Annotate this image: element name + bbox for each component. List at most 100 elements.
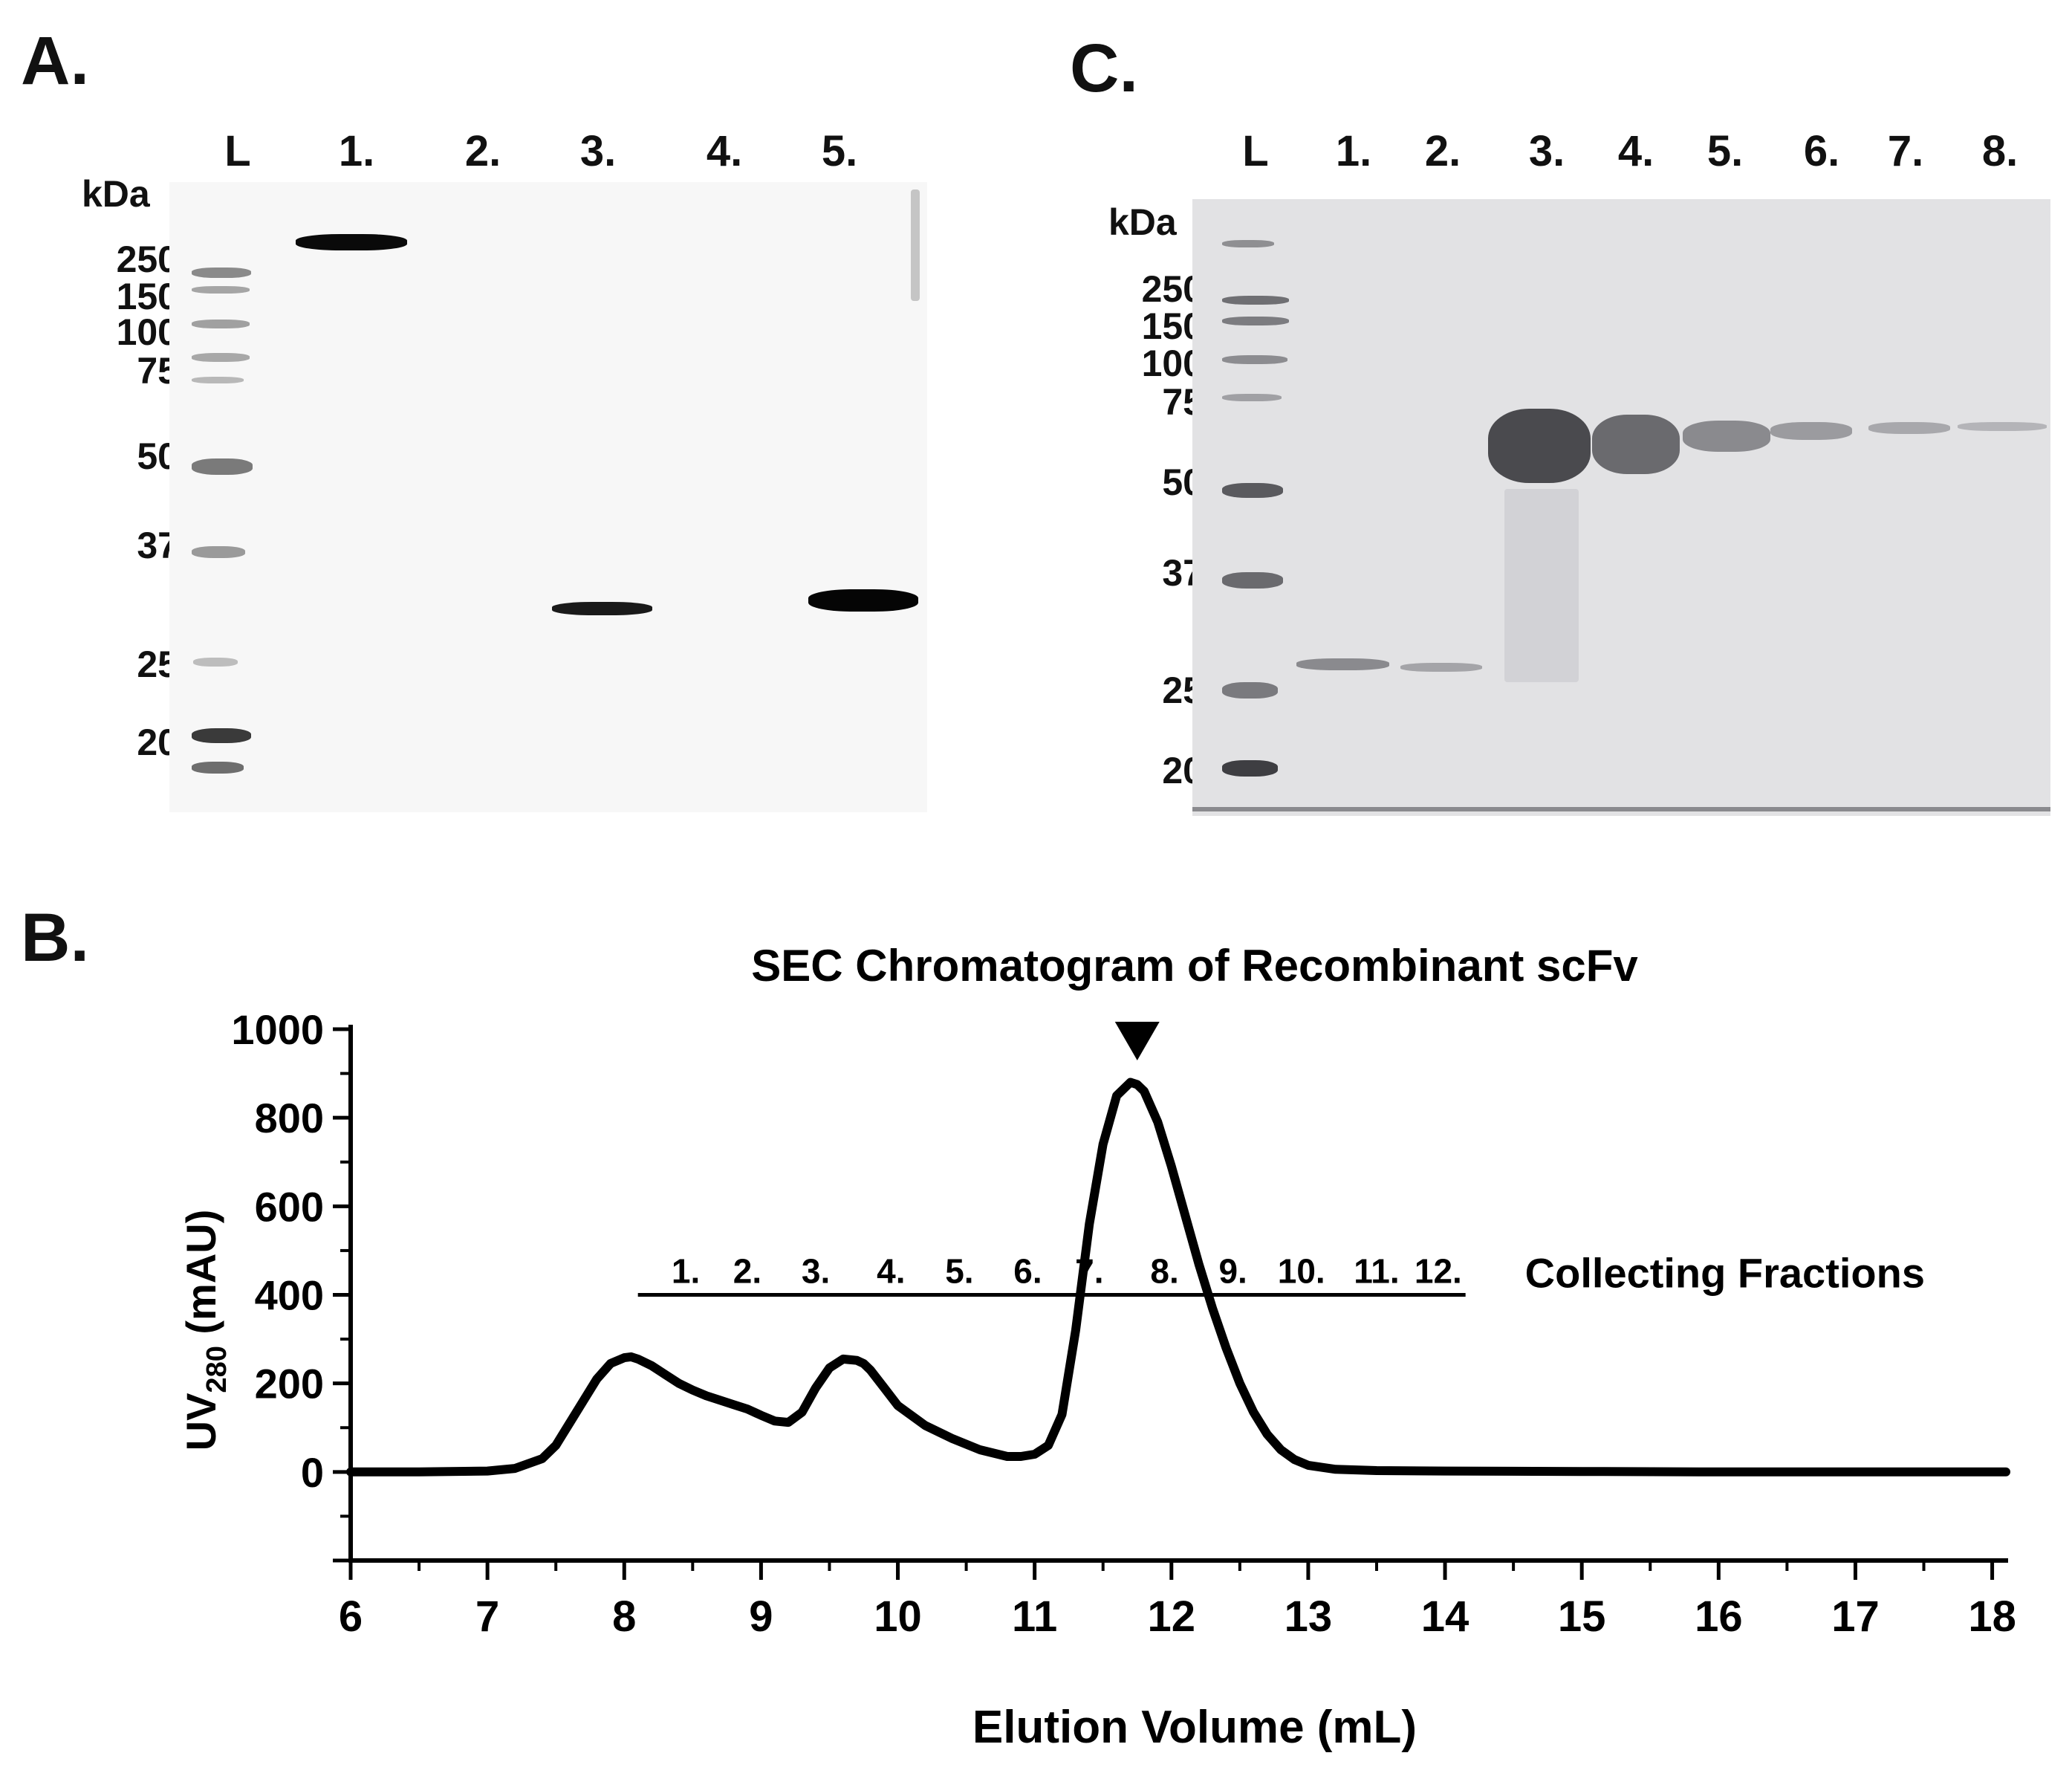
y-tick-label: 800 [255,1095,324,1141]
chart-title: SEC Chromatogram of Recombinant scFv [751,941,1638,991]
panel-c-lane-label: 8. [1981,127,2019,175]
y-tick-label: 200 [255,1361,324,1407]
fraction-label: 1. [672,1252,700,1291]
panel-a-kda-label: kDa [82,173,150,215]
ladder-band [1222,483,1283,498]
ladder-band [1222,572,1283,589]
x-tick-label: 14 [1421,1592,1469,1641]
y-axis-label-subscript: 280 [201,1346,233,1393]
gel-band-lane-1 [1296,658,1389,670]
ladder-band [1222,240,1274,247]
panel-c-lane-label: 4. [1617,127,1654,175]
fraction-label: 4. [877,1252,905,1291]
ladder-band [193,658,238,667]
x-tick-label: 18 [1968,1592,2016,1641]
panel-a-marker-label: 100 [116,311,178,353]
panel-b-letter: B. [21,900,89,976]
blot-smear-edge [911,189,920,301]
ladder-band [192,320,250,328]
blot-band-lane-1 [296,234,407,250]
panel-c-letter: C. [1070,30,1138,106]
western-blot-image [169,182,927,812]
gel-bottom-line [1192,807,2050,811]
panel-c-lane-label: 2. [1424,127,1461,175]
fraction-label: 6. [1013,1252,1042,1291]
gel-band-lane-2 [1400,663,1482,672]
fraction-label: 7. [1075,1252,1103,1291]
x-tick-label: 9 [749,1592,773,1641]
ladder-band [192,377,244,383]
gel-band-lane-7 [1868,422,1950,434]
panel-a-marker-label: 150 [116,276,178,317]
ladder-band [192,353,250,362]
ladder-band [1222,682,1278,699]
panel-c-kda-label: kDa [1108,201,1177,243]
x-tick-label: 8 [612,1592,636,1641]
panel-c-lane-label: 1. [1335,127,1372,175]
fraction-label: 5. [945,1252,973,1291]
x-tick-label: 11 [1012,1592,1057,1641]
x-tick-label: 16 [1695,1592,1743,1641]
x-axis-ticks: 6 7 8 9 10 11 12 13 14 15 16 17 18 [339,1561,2016,1641]
ladder-band [192,546,245,558]
gel-band-lane-4 [1592,415,1680,474]
x-axis-label: Elution Volume (mL) [972,1702,1417,1753]
fractions-label: Collecting Fractions [1525,1250,1925,1297]
y-tick-label: 1000 [231,1006,324,1053]
gel-band-lane-5 [1683,421,1770,452]
peak-marker-icon [1114,1022,1160,1060]
fraction-label: 9. [1218,1252,1247,1291]
x-tick-label: 13 [1285,1592,1333,1641]
gel-band-lane-3 [1488,409,1591,483]
x-tick-label: 12 [1148,1592,1196,1641]
panel-a-letter: A. [21,23,89,99]
fraction-labels: 1. 2. 3. 4. 5. 6. 7. 8. 9. 10. 11. 12. [672,1252,1462,1291]
ladder-band [192,762,244,774]
y-axis-label-main: UV [178,1393,224,1451]
fraction-label: 3. [802,1252,830,1291]
blot-band-lane-5 [808,589,918,612]
panel-a-lane-label: L [224,127,251,175]
panel-a-marker-label: 250 [116,239,178,280]
panel-c-lane-label: 3. [1528,127,1565,175]
panel-a-lane-label: 1. [338,127,375,175]
fraction-label: 12. [1415,1252,1462,1291]
panel-c-lane-label: 6. [1803,127,1840,175]
panel-a-lane-label: 5. [821,127,858,175]
series-line [346,1077,2010,1477]
fraction-label: 10. [1278,1252,1325,1291]
ladder-band [192,458,253,475]
ladder-band [1222,394,1282,401]
gel-smear-lane-3 [1504,489,1579,682]
panel-a-lane-label: 4. [706,127,743,175]
blot-band-lane-3 [552,602,652,615]
y-tick-label: 400 [255,1272,324,1319]
ladder-band [1222,296,1289,305]
fraction-label: 11. [1354,1252,1399,1291]
gel-band-lane-6 [1770,422,1852,440]
x-tick-label: 7 [475,1592,499,1641]
x-tick-label: 15 [1558,1592,1606,1641]
y-axis-label-unit: (mAU) [178,1210,224,1346]
ladder-band [192,268,251,278]
x-tick-label: 6 [339,1592,363,1641]
panel-a-lane-label: 2. [464,127,501,175]
ladder-band [192,286,250,294]
x-tick-label: 10 [874,1592,922,1641]
ladder-band [192,728,251,743]
panel-c-lane-label: 7. [1887,127,1924,175]
gel-band-lane-8 [1958,422,2047,431]
ladder-band [1222,317,1289,325]
sds-page-gel-image [1192,199,2050,816]
x-tick-label: 17 [1831,1592,1880,1641]
fraction-label: 2. [733,1252,761,1291]
panel-c-lane-label: L [1242,127,1269,175]
y-tick-label: 600 [255,1183,324,1230]
y-axis-ticks: 1000 800 600 400 200 0 [231,1006,351,1563]
panel-a-lane-label: 3. [579,127,617,175]
ladder-band [1222,760,1278,777]
panel-c-lane-label: 5. [1706,127,1744,175]
fraction-label: 8. [1150,1252,1178,1291]
y-tick-label: 0 [301,1449,324,1496]
